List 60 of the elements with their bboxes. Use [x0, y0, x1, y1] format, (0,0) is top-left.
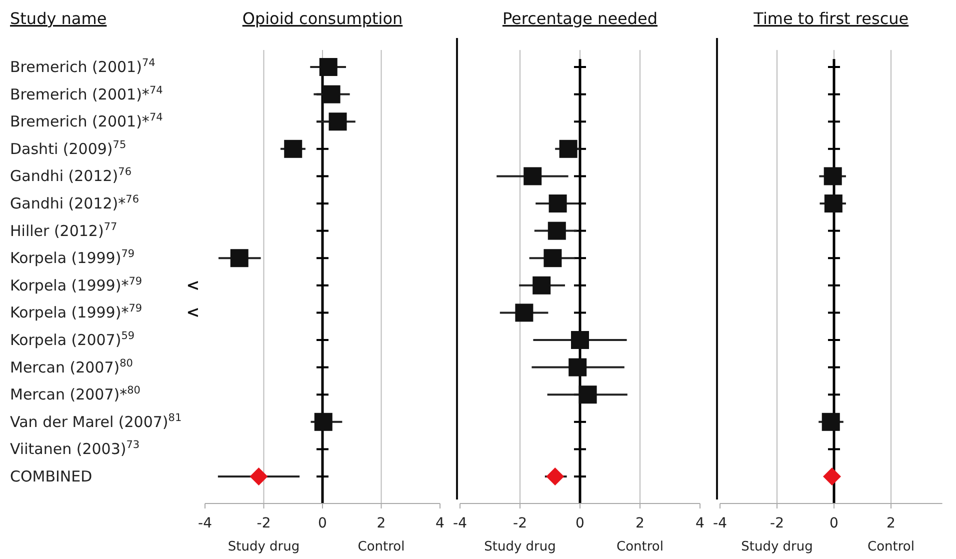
chart-title: Percentage needed — [502, 9, 658, 28]
x-tick-label: 2 — [376, 516, 386, 532]
x-tick-label: 0 — [830, 516, 838, 532]
point — [328, 112, 347, 131]
text: Control — [868, 540, 914, 554]
y-tick-label: Dashti (2009)$^{75}$ — [10, 138, 126, 158]
x-tick-label: 2 — [886, 516, 896, 532]
y-tick-label: Hiller (2012)$^{77}$ — [10, 220, 118, 240]
text: < — [186, 275, 200, 294]
x-tick-label: -2 — [513, 516, 527, 532]
y-tick-label: Korpela (2007)$^{59}$ — [10, 330, 135, 349]
point — [544, 249, 562, 268]
text: Study drug — [741, 540, 813, 554]
text: Study drug — [484, 540, 556, 554]
y-tick-label: Mercan (2007)$^{80}$ — [10, 357, 133, 376]
point — [546, 468, 564, 486]
x-tick-label: 2 — [636, 516, 644, 532]
x-tick-label: 0 — [318, 516, 327, 532]
point — [230, 249, 248, 268]
x-tick-label: 4 — [696, 516, 705, 532]
y-tick-label: Viitanen (2003)$^{73}$ — [10, 439, 140, 458]
y-tick-label: Bremerich (2001)$^{74}$ — [10, 57, 156, 76]
point — [568, 358, 587, 376]
y-tick-label: Gandhi (2012)*$^{76}$ — [10, 194, 140, 212]
x-tick-label: -4 — [713, 516, 728, 532]
y-axis-title: Study name — [10, 9, 107, 28]
point — [548, 222, 566, 240]
text: Control — [358, 540, 405, 554]
point — [559, 140, 578, 158]
point — [284, 140, 302, 158]
y-tick-label: Mercan (2007)*$^{80}$ — [10, 384, 140, 404]
y-tick-label: Van der Marel (2007)$^{81}$ — [10, 412, 182, 431]
y-tick-label: Bremerich (2001)*$^{74}$ — [10, 112, 164, 131]
x-tick-label: 4 — [436, 516, 445, 532]
point — [250, 468, 268, 486]
text: < — [186, 302, 200, 322]
point — [571, 331, 589, 349]
point — [532, 276, 551, 294]
x-tick-label: -4 — [453, 516, 468, 532]
y-tick-label: Korpela (1999)*$^{79}$ — [10, 275, 142, 294]
x-tick-label: 0 — [576, 516, 584, 532]
point — [314, 412, 332, 431]
x-tick-label: -4 — [198, 516, 212, 532]
point — [515, 304, 534, 322]
point — [319, 58, 338, 76]
y-tick-label: Korpela (1999)$^{79}$ — [10, 248, 135, 268]
chart-title: Time to first rescue — [752, 9, 909, 28]
y-tick-label: COMBINED — [10, 468, 92, 486]
x-tick-label: -2 — [770, 516, 784, 532]
y-tick-label: Korpela (1999)*$^{79}$ — [10, 302, 142, 322]
text: Control — [616, 540, 664, 554]
point — [578, 386, 597, 404]
chart-title: Opioid consumption — [242, 9, 403, 28]
y-tick-label: Gandhi (2012)$^{76}$ — [10, 166, 132, 186]
point — [524, 167, 542, 186]
point — [548, 194, 567, 212]
x-tick-label: -2 — [256, 516, 271, 532]
point — [322, 85, 340, 104]
y-tick-label: Bremerich (2001)*$^{74}$ — [10, 84, 164, 104]
text: Study drug — [228, 540, 300, 554]
